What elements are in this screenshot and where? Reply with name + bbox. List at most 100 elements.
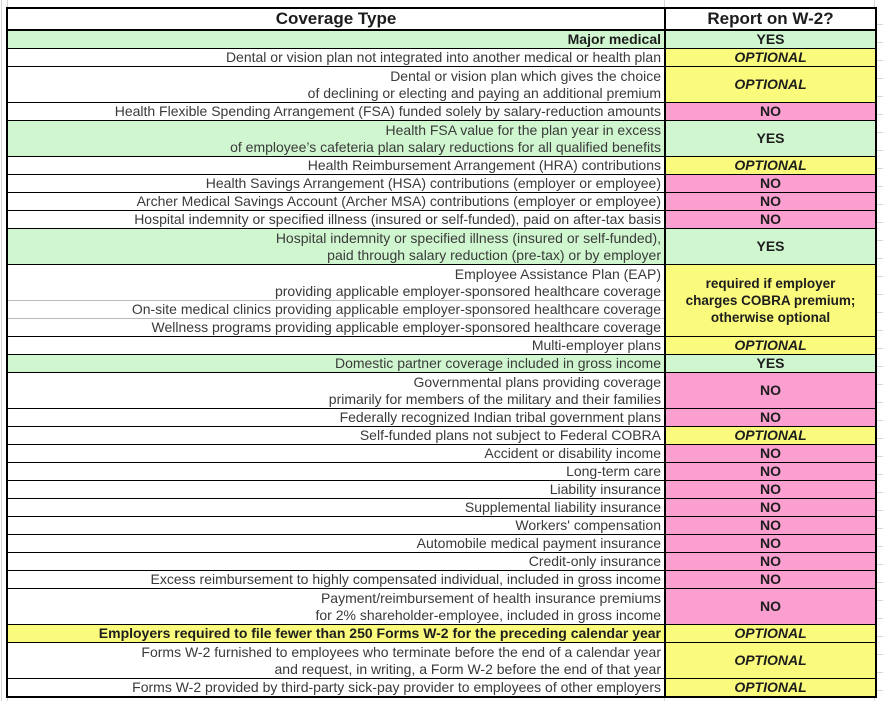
answer-cell: OPTIONAL — [664, 678, 876, 697]
answer-cell: OPTIONAL — [664, 642, 876, 679]
answer-cell: OPTIONAL — [664, 624, 876, 643]
coverage-cell: Employers required to file fewer than 25… — [7, 624, 665, 643]
coverage-table-body: Major medical YES Dental or vision plan no… — [7, 29, 876, 697]
coverage-cell: Self-funded plans not subject to Federal… — [7, 426, 665, 445]
answer-cell: NO — [664, 534, 876, 553]
coverage-cell: Health Reimbursement Arrangement (HRA) c… — [7, 156, 665, 175]
answer-cell: NO — [664, 552, 876, 571]
coverage-cell: Wellness programs providing applicable e… — [7, 318, 665, 337]
answer-cell: OPTIONAL — [664, 336, 876, 355]
table-row: Archer Medical Savings Account (Archer M… — [7, 192, 876, 211]
sheet-gridline-ticks-right — [876, 7, 883, 698]
coverage-cell: Liability insurance — [7, 480, 665, 499]
coverage-cell: Health Flexible Spending Arrangement (FS… — [7, 102, 665, 121]
table-row: Credit-only insurance NO — [7, 552, 876, 571]
coverage-cell: Excess reimbursement to highly compensat… — [7, 570, 665, 589]
table-row: Self-funded plans not subject to Federal… — [7, 426, 876, 445]
table-row: Wellness programs providing applicable e… — [7, 318, 876, 337]
report-w2-header: Report on W-2? — [664, 8, 876, 31]
answer-cell: YES — [664, 354, 876, 373]
answer-cell: NO — [664, 210, 876, 229]
answer-cell: YES — [664, 120, 876, 157]
answer-cell: NO — [664, 480, 876, 499]
table-row: Major medical YES — [7, 29, 876, 49]
w2-reporting-table: Coverage Type Report on W-2? Major medic… — [6, 7, 877, 698]
table-row: Long-term care NO — [7, 462, 876, 481]
table-row: On-site medical clinics providing applic… — [7, 300, 876, 319]
table-row: Health Flexible Spending Arrangement (FS… — [7, 102, 876, 121]
sheet-gridline-stub — [664, 698, 665, 701]
table-row: Federally recognized Indian tribal gover… — [7, 408, 876, 427]
coverage-cell: Long-term care — [7, 462, 665, 481]
answer-cell: OPTIONAL — [664, 426, 876, 445]
answer-cell: NO — [664, 588, 876, 625]
answer-cell: NO — [664, 444, 876, 463]
header-row: Coverage Type Report on W-2? — [7, 8, 876, 31]
coverage-cell: Archer Medical Savings Account (Archer M… — [7, 192, 665, 211]
coverage-cell: Dental or vision plan not integrated int… — [7, 48, 665, 67]
answer-cell: NO — [664, 498, 876, 517]
sheet-gridline-stub — [874, 0, 875, 7]
table-row: Multi-employer plans OPTIONAL — [7, 336, 876, 355]
answer-cell: NO — [664, 372, 876, 409]
table-row: Dental or vision plan which gives the ch… — [7, 66, 876, 103]
table-row: Payment/reimbursement of health insuranc… — [7, 588, 876, 625]
table-row: Employee Assistance Plan (EAP) providing … — [7, 264, 876, 337]
coverage-cell: Hospital indemnity or specified illness … — [7, 228, 665, 265]
coverage-cell: Health FSA value for the plan year in ex… — [7, 120, 665, 157]
coverage-cell: Automobile medical payment insurance — [7, 534, 665, 553]
answer-cell: NO — [664, 570, 876, 589]
coverage-cell: Dental or vision plan which gives the ch… — [7, 66, 665, 103]
coverage-type-header: Coverage Type — [7, 8, 665, 31]
table-row: Forms W-2 furnished to employees who ter… — [7, 642, 876, 679]
coverage-cell: Hospital indemnity or specified illness … — [7, 210, 665, 229]
table-row: Liability insurance NO — [7, 480, 876, 499]
coverage-cell: Workers' compensation — [7, 516, 665, 535]
answer-cell: OPTIONAL — [664, 66, 876, 103]
coverage-cell: Credit-only insurance — [7, 552, 665, 571]
coverage-cell: Governmental plans providing coverage pri… — [7, 372, 665, 409]
sheet-gridline-stub — [664, 0, 665, 7]
coverage-cell: Federally recognized Indian tribal gover… — [7, 408, 665, 427]
coverage-cell: Forms W-2 provided by third-party sick-p… — [7, 678, 665, 697]
answer-cell: OPTIONAL — [664, 156, 876, 175]
table-row: Governmental plans providing coverage pri… — [7, 372, 876, 409]
coverage-cell: Accident or disability income — [7, 444, 665, 463]
answer-cell: YES — [664, 228, 876, 265]
sheet-gridline-left — [1, 0, 2, 701]
coverage-cell: Health Savings Arrangement (HSA) contrib… — [7, 174, 665, 193]
table-row: Health Savings Arrangement (HSA) contrib… — [7, 174, 876, 193]
answer-cell: NO — [664, 174, 876, 193]
coverage-cell: Supplemental liability insurance — [7, 498, 665, 517]
sheet-gridline-stub — [7, 0, 8, 7]
coverage-cell: Domestic partner coverage included in gr… — [7, 354, 665, 373]
table-row: Employers required to file fewer than 25… — [7, 624, 876, 643]
table-row: Domestic partner coverage included in gr… — [7, 354, 876, 373]
table-row: Hospital indemnity or specified illness … — [7, 228, 876, 265]
table-row: Excess reimbursement to highly compensat… — [7, 570, 876, 589]
table-row: Workers' compensation NO — [7, 516, 876, 535]
sheet-gridline-stub — [7, 698, 8, 701]
table-row: Health Reimbursement Arrangement (HRA) c… — [7, 156, 876, 175]
answer-cell: NO — [664, 462, 876, 481]
table-row: Supplemental liability insurance NO — [7, 498, 876, 517]
table-row: Forms W-2 provided by third-party sick-p… — [7, 678, 876, 697]
answer-cell: required if employer charges COBRA premiu… — [664, 264, 876, 337]
answer-cell: NO — [664, 408, 876, 427]
table-row: Health FSA value for the plan year in ex… — [7, 120, 876, 157]
coverage-cell: Employee Assistance Plan (EAP) providing … — [7, 264, 665, 301]
answer-cell: NO — [664, 516, 876, 535]
coverage-cell: Major medical — [7, 29, 665, 49]
table-row: Automobile medical payment insurance NO — [7, 534, 876, 553]
sheet-gridline-stub — [874, 698, 875, 701]
coverage-cell: Forms W-2 furnished to employees who ter… — [7, 642, 665, 679]
answer-cell: YES — [664, 29, 876, 49]
coverage-cell: On-site medical clinics providing applic… — [7, 300, 665, 319]
coverage-cell: Payment/reimbursement of health insuranc… — [7, 588, 665, 625]
table-row: Accident or disability income NO — [7, 444, 876, 463]
answer-cell: NO — [664, 102, 876, 121]
table-row: Dental or vision plan not integrated int… — [7, 48, 876, 67]
coverage-cell: Multi-employer plans — [7, 336, 665, 355]
answer-cell: OPTIONAL — [664, 48, 876, 67]
answer-cell: NO — [664, 192, 876, 211]
